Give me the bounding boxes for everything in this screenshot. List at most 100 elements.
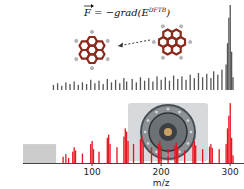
peak [230, 5, 231, 90]
peak [111, 82, 112, 90]
peak [141, 137, 142, 163]
peak [74, 82, 75, 91]
hydrogen [161, 25, 164, 28]
peak [133, 144, 134, 163]
tick [92, 163, 93, 166]
peak [185, 80, 186, 90]
tick [230, 163, 231, 166]
ring [95, 41, 105, 50]
vector-arrow-head [91, 4, 94, 8]
peak [107, 79, 108, 90]
peak [108, 135, 109, 163]
arrow-head [118, 43, 123, 48]
peak [65, 154, 66, 163]
peak [140, 77, 141, 90]
peak [195, 145, 196, 163]
peak [78, 85, 79, 90]
peak [123, 78, 124, 90]
peak [82, 82, 83, 90]
peak [132, 79, 133, 90]
peak [143, 144, 144, 163]
molecule [75, 30, 110, 70]
x-axis: 100200300 [23, 163, 244, 177]
hydrogen [90, 30, 93, 33]
peak [91, 141, 92, 163]
peak [161, 145, 162, 163]
peak [93, 149, 94, 163]
hydrogen [179, 25, 182, 28]
hydrogen [161, 56, 164, 59]
peak [57, 83, 58, 90]
peak [177, 147, 178, 163]
peak [230, 103, 231, 163]
peak [231, 138, 232, 163]
peak [210, 78, 211, 90]
peak [202, 77, 203, 90]
peak [72, 152, 73, 163]
ring [176, 37, 185, 47]
peak [140, 139, 141, 163]
shaded-region [23, 144, 56, 163]
peak [53, 85, 54, 90]
peak [151, 147, 152, 163]
peak [69, 84, 70, 90]
peak [158, 144, 159, 163]
peak [190, 75, 191, 90]
axis-line [23, 163, 244, 164]
peak [225, 65, 226, 91]
tick-label: 300 [222, 167, 239, 177]
peak [213, 71, 214, 90]
peak [177, 79, 178, 90]
peak [119, 83, 120, 90]
peak [181, 76, 182, 90]
peak [161, 80, 162, 90]
peak [152, 82, 153, 91]
peak [210, 144, 211, 163]
peak [221, 70, 222, 90]
peak [184, 150, 185, 163]
peak [136, 82, 137, 90]
annotation: F = −grad(EDFTB) [83, 6, 170, 18]
peak [212, 148, 213, 163]
peak [209, 147, 210, 163]
peak [65, 82, 66, 90]
peak [116, 147, 117, 163]
peak [165, 77, 166, 90]
peak [194, 141, 195, 163]
peak [94, 83, 95, 90]
tick-label: 100 [83, 167, 100, 177]
peak [123, 137, 124, 163]
peak [86, 84, 87, 90]
peak [173, 76, 174, 90]
vector-arrow [84, 6, 91, 7]
peak [107, 138, 108, 163]
peak [68, 158, 69, 163]
peak [167, 149, 168, 163]
peak [144, 81, 145, 90]
peak [126, 132, 127, 164]
peak [82, 154, 83, 163]
peak [176, 143, 177, 163]
tick [161, 163, 162, 166]
peak [198, 73, 199, 90]
peak [103, 84, 104, 90]
hydrogen [189, 40, 192, 43]
peak [159, 141, 160, 163]
peak [98, 81, 99, 90]
bars [62, 103, 233, 163]
peak [228, 18, 229, 90]
peak [125, 128, 126, 163]
peak [174, 145, 175, 163]
hydrogen [75, 57, 78, 60]
peak [202, 149, 203, 163]
peak [61, 86, 62, 90]
peak [126, 82, 127, 91]
peak [62, 157, 63, 163]
peak [194, 78, 195, 90]
peak [232, 155, 233, 163]
peak [109, 144, 110, 163]
hydrogen [90, 67, 93, 70]
peak [228, 116, 229, 163]
peak [192, 144, 193, 163]
peak [217, 75, 218, 90]
